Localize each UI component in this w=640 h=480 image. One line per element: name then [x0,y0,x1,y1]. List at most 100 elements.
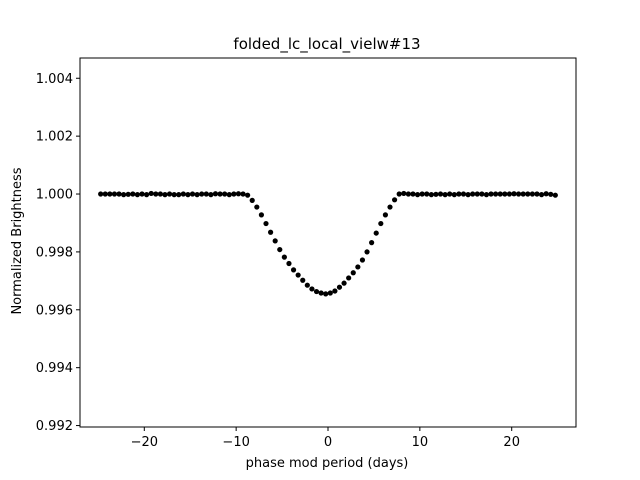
data-point [235,191,242,197]
data-point [332,288,338,294]
data-point [410,191,416,197]
data-point [267,229,274,235]
data-point [497,191,503,197]
data-point [121,192,127,198]
data-point [304,282,310,288]
data-point [148,190,154,197]
data-point [134,192,141,198]
data-point [290,267,297,273]
data-point [428,192,434,198]
data-point [465,192,471,198]
data-point [382,212,389,218]
data-points [98,190,558,297]
data-point [506,191,513,197]
data-point [300,277,306,283]
data-point [396,191,402,197]
data-point [470,191,476,197]
data-point [548,191,554,197]
data-point [460,191,467,197]
data-point [488,191,494,197]
data-point [139,191,145,197]
data-point [534,191,540,197]
data-point [515,191,522,197]
x-tick-label: 0 [324,435,332,450]
data-point [263,220,269,227]
data-point [295,272,301,278]
data-point [212,191,219,197]
data-point [222,191,228,197]
data-point [102,191,108,197]
x-tick-label: −10 [222,435,249,450]
x-tick-label: 10 [412,435,429,450]
data-point [552,192,558,198]
data-point [447,191,453,197]
data-point [245,192,251,198]
data-point [217,191,223,197]
data-point [226,192,232,198]
data-point [474,191,480,197]
data-point [309,286,315,292]
data-point [208,192,214,198]
data-point [143,192,150,198]
data-point [359,257,366,263]
data-point [318,290,324,296]
data-point [502,191,508,197]
data-point [162,192,168,198]
data-point [130,191,136,197]
data-point [323,291,329,297]
data-point [189,191,196,197]
data-point [373,230,379,236]
data-point [111,191,118,197]
data-point [456,191,462,197]
data-point [98,191,104,197]
data-point [451,192,457,198]
data-point [199,191,205,197]
data-point [171,192,177,198]
data-point [240,191,246,197]
chart-title: folded_lc_local_vielw#13 [233,35,420,54]
data-point [203,191,209,197]
data-point [511,191,517,197]
y-tick-label: 0.994 [36,361,73,376]
data-point [525,191,531,197]
data-point [180,191,186,197]
data-point [442,192,448,198]
data-point [529,191,535,197]
data-point [125,191,131,197]
data-point [391,197,398,203]
plot-frame [79,57,577,428]
data-point [116,191,122,197]
data-point [272,238,278,244]
y-tick-label: 1.000 [36,188,73,203]
data-point [479,191,485,197]
data-point [369,240,375,246]
data-point [336,284,343,290]
y-tick-label: 1.002 [36,130,73,145]
data-point [424,191,430,197]
data-point [401,190,407,197]
data-point [350,270,356,276]
data-point [258,212,265,218]
data-point [355,264,361,270]
data-point [433,191,439,197]
data-point [107,191,113,197]
y-tick-label: 0.992 [36,419,73,434]
data-point [346,275,352,281]
y-tick-label: 0.996 [36,303,73,318]
data-point [405,191,411,197]
data-point [286,260,292,267]
data-point [378,220,384,227]
data-point [483,192,490,198]
data-point [281,254,287,260]
data-point [277,246,283,253]
y-tick-label: 0.998 [36,245,73,260]
data-point [387,204,393,210]
data-point [176,192,182,198]
data-point [254,204,260,210]
data-point [493,191,499,197]
data-point [437,191,444,197]
data-point [520,191,526,197]
data-point [166,191,173,197]
y-axis-ticks: 0.992 0.994 0.996 0.998 1.000 1.002 1.004 [36,72,80,434]
